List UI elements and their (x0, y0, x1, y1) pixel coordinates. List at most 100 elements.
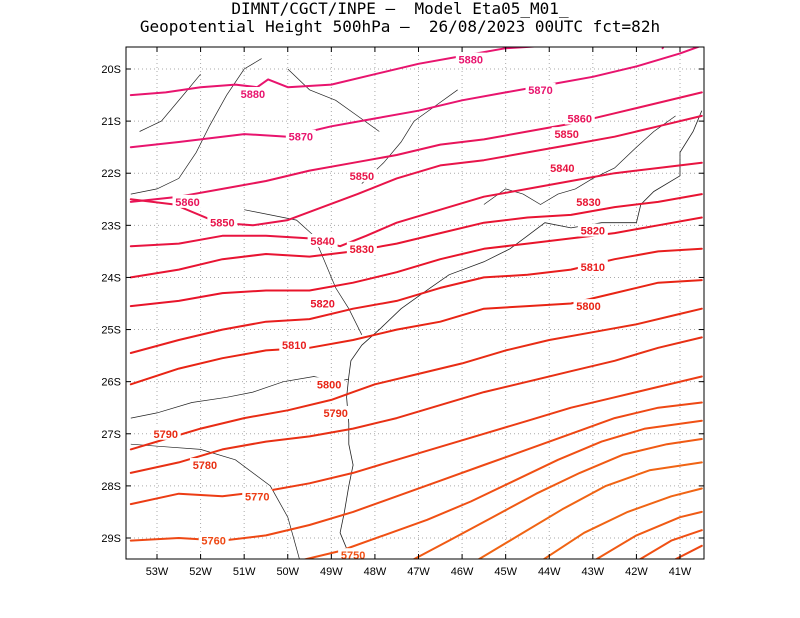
contour-label-bg (285, 129, 316, 143)
contour-label-bg (242, 489, 273, 503)
contour-label-5830: 5830 (576, 197, 600, 209)
lon-label: 41W (669, 566, 692, 578)
contour-5790 (129, 307, 703, 451)
lat-label: 28S (101, 481, 121, 493)
contour-5730 (542, 487, 703, 559)
contour-label-5840: 5840 (310, 236, 334, 248)
contour-label-bg (198, 533, 229, 547)
title-block: DIMNT/CGCT/INPE – Model Eta05_M01_ Geopo… (0, 0, 800, 36)
contour-label-5860: 5860 (175, 197, 199, 209)
contour-label-5850: 5850 (350, 171, 374, 183)
contour-label-bg (564, 111, 595, 125)
lat-label: 27S (101, 429, 121, 441)
lon-label: 53W (146, 566, 169, 578)
lon-label: 45W (494, 566, 517, 578)
contour-5800 (129, 279, 703, 386)
contour-label-5770: 5770 (245, 491, 269, 503)
contour-5740 (412, 438, 703, 559)
lat-label: 20S (101, 64, 121, 76)
contour-label-bg (577, 260, 608, 274)
state-border (361, 89, 458, 184)
lat-label: 23S (101, 220, 121, 232)
contour-label-5880: 5880 (459, 55, 483, 67)
lat-label: 26S (101, 377, 121, 389)
contour-label-bg (237, 87, 268, 101)
lat-label: 21S (101, 116, 121, 128)
lon-label: 52W (189, 566, 212, 578)
contour-5840 (129, 161, 703, 248)
contour-labels: 5880 5880 5870 5870 5860 5860 5850 5850 5850 5840… (150, 52, 608, 562)
contour-label-5840: 5840 (550, 163, 574, 175)
contour-label-bg (551, 127, 582, 141)
lon-label: 43W (582, 566, 605, 578)
contour-label-5830: 5830 (350, 244, 374, 256)
lon-label: 42W (625, 566, 648, 578)
contour-5730 (477, 461, 703, 559)
contour-label-5850: 5850 (554, 129, 578, 141)
lon-label: 51W (233, 566, 256, 578)
state-border (130, 443, 300, 559)
contour-label-5810: 5810 (282, 340, 306, 352)
title-line-1: DIMNT/CGCT/INPE – Model Eta05_M01_ (231, 0, 569, 18)
state-border (244, 209, 363, 335)
lat-label: 22S (101, 168, 121, 180)
contour-5750 (638, 529, 703, 559)
contour-5780 (129, 336, 703, 474)
contour-label-5760: 5760 (201, 536, 225, 548)
contour-label-5820: 5820 (581, 226, 605, 238)
contour-label-5800: 5800 (317, 379, 341, 391)
contour-5760 (129, 401, 703, 542)
contour-5810 (129, 247, 703, 354)
contour-5740 (594, 510, 703, 559)
contour-5870 (129, 47, 701, 149)
contour-label-bg (150, 426, 181, 440)
lat-label: 24S (101, 272, 121, 284)
axis-ticks: 20S 21S 22S 23S 24S 25S 26S 27S 28S 29S 53W 52W 51W 5… (101, 47, 704, 578)
height-contours (129, 47, 703, 559)
contour-label-5810: 5810 (581, 262, 605, 274)
contour-5850 (129, 114, 703, 227)
contour-5880 (661, 47, 665, 50)
contour-label-bg (307, 233, 338, 247)
contour-label-5820: 5820 (310, 299, 334, 311)
lon-label: 44W (538, 566, 561, 578)
contour-label-bg (525, 82, 556, 96)
title-line-2: Geopotential Height 500hPa – 26/08/2023 … (139, 17, 661, 36)
contour-label-bg (314, 377, 345, 391)
contour-label-bg (207, 215, 238, 229)
contour-label-bg (279, 338, 310, 352)
contour-label-bg (346, 241, 377, 255)
lat-label: 25S (101, 325, 121, 337)
contour-label-bg (573, 194, 604, 208)
contour-label-bg (172, 194, 203, 208)
contour-label-5800: 5800 (576, 301, 600, 313)
contour-label-bg (346, 168, 377, 182)
contour-label-5860: 5860 (568, 114, 592, 126)
contour-label-5870: 5870 (289, 132, 313, 144)
contour-label-bg (547, 161, 578, 175)
contour-label-5780: 5780 (193, 460, 217, 472)
contour-5750 (302, 419, 703, 559)
contour-label-5790: 5790 (153, 429, 177, 441)
state-border (287, 68, 380, 132)
contour-label-bg (573, 299, 604, 313)
contour-label-5880: 5880 (241, 89, 265, 101)
lon-label: 46W (451, 566, 474, 578)
map-frame (125, 46, 705, 560)
contour-label-bg (338, 548, 369, 562)
lat-label: 29S (101, 533, 121, 545)
contour-label-bg (189, 458, 220, 472)
coastline-path (339, 110, 703, 559)
contour-label-bg (455, 52, 486, 66)
contour-label-5870: 5870 (528, 85, 552, 97)
contour-label-bg (577, 223, 608, 237)
lon-label: 48W (364, 566, 387, 578)
contour-label-bg (320, 405, 351, 419)
contour-5830 (129, 193, 703, 279)
state-border (483, 115, 676, 205)
contour-5770 (129, 375, 703, 506)
contour-label-bg (307, 296, 338, 310)
contour-label-5850: 5850 (210, 218, 234, 230)
contour-label-5790: 5790 (323, 408, 347, 420)
